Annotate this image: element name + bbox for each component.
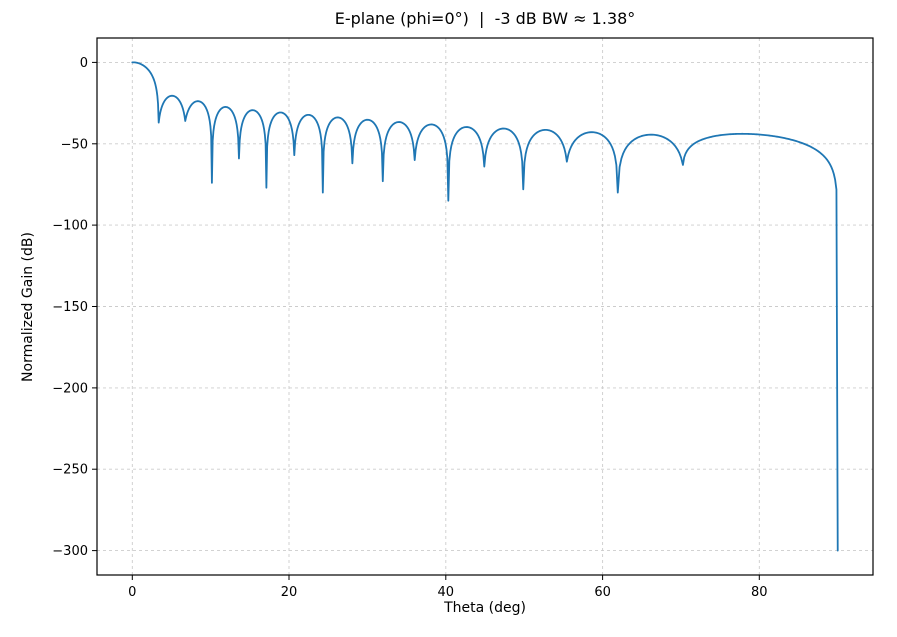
x-axis-label: Theta (deg) [444, 600, 526, 616]
x-tick-label: 40 [438, 585, 455, 600]
chart-title: E-plane (phi=0°) | -3 dB BW ≈ 1.38° [334, 9, 636, 28]
y-tick-label: −100 [52, 219, 88, 234]
data-line [131, 61, 839, 552]
y-tick-label: 0 [80, 56, 88, 71]
y-tick-label: −300 [52, 544, 88, 559]
y-tick-label: −200 [52, 381, 88, 396]
y-tick-label: −150 [52, 300, 88, 315]
x-tick-label: 0 [128, 585, 136, 600]
y-tick-label: −50 [61, 137, 88, 152]
x-tick-label: 20 [281, 585, 298, 600]
axes-spines [96, 37, 874, 576]
x-tick-label: 60 [594, 585, 611, 600]
y-tick-label: −250 [52, 463, 88, 478]
x-tick-label: 80 [751, 585, 768, 600]
